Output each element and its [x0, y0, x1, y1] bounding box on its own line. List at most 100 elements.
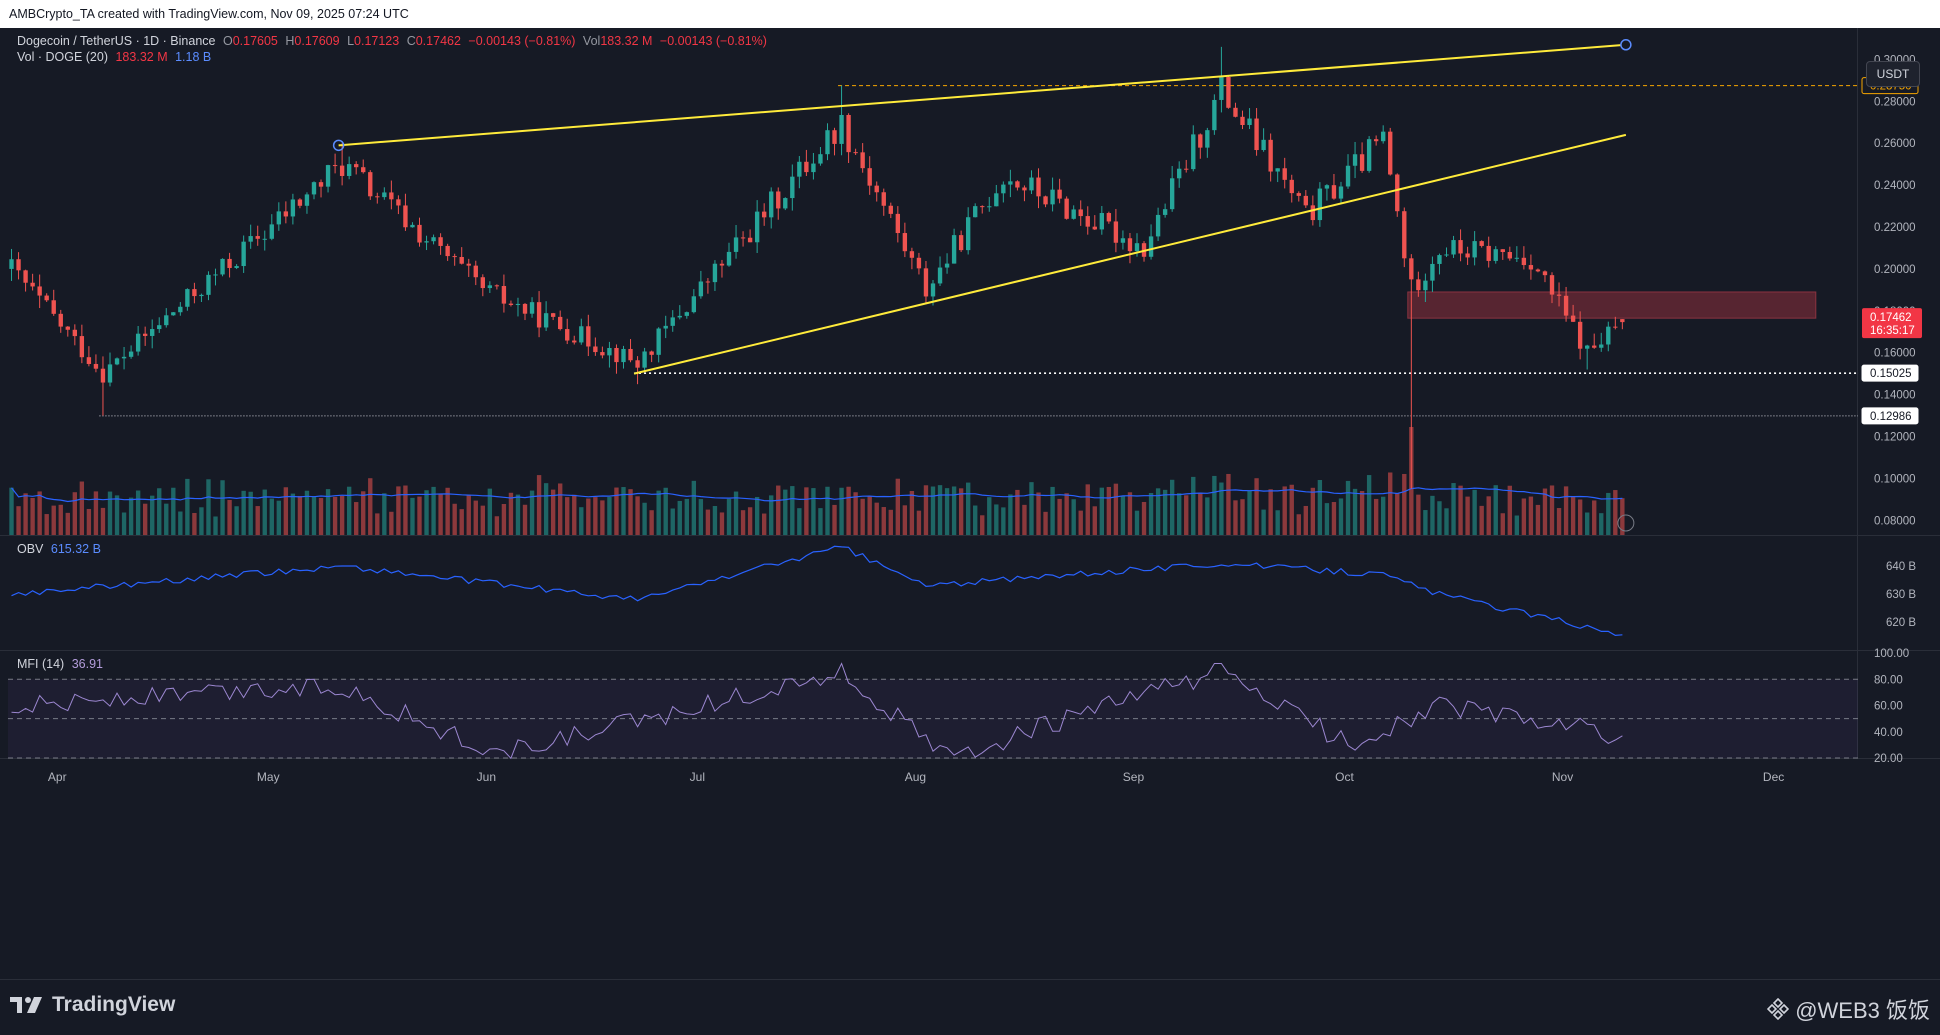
time-tick-label: Apr: [48, 770, 67, 784]
obv-tick-label: 640 B: [1886, 561, 1916, 573]
volume-bar: [973, 505, 978, 535]
candle-body: [325, 165, 331, 187]
volume-layer: [9, 427, 1625, 535]
candle-body: [1345, 165, 1351, 187]
candle-body: [719, 263, 725, 266]
candle-body: [1507, 252, 1512, 259]
volume-bar: [121, 512, 127, 535]
time-tick-label: Sep: [1123, 770, 1145, 784]
candle-body: [565, 329, 570, 341]
obv-line: [11, 545, 1623, 637]
volume-bar: [621, 487, 626, 535]
volume-bar: [16, 506, 21, 535]
volume-bar: [79, 481, 85, 535]
candle-body: [1514, 257, 1520, 259]
candle-body: [529, 302, 535, 314]
candle-body: [649, 351, 654, 355]
volume-bar: [783, 489, 788, 535]
candle-body: [438, 237, 443, 246]
candle-body: [171, 312, 176, 316]
volume-bar: [37, 491, 42, 535]
time-tick-label: Jun: [477, 770, 496, 784]
volume-bar: [515, 494, 521, 535]
volume-bar: [649, 510, 654, 535]
volume-bar: [1345, 480, 1351, 535]
volume-bar: [1592, 500, 1597, 535]
candle-body: [58, 313, 63, 327]
volume-bar: [1514, 515, 1520, 535]
volume-bar: [565, 497, 570, 535]
volume-bar: [1472, 489, 1477, 535]
volume-bar: [1570, 497, 1576, 535]
candle-body: [1521, 257, 1527, 266]
high-label: H: [285, 34, 295, 48]
candle-body: [740, 237, 746, 239]
candle-body: [853, 152, 858, 154]
volume-bar: [185, 478, 190, 535]
volume-bar: [424, 490, 429, 535]
candle-body: [811, 163, 816, 173]
countdown-label: 16:35:17: [1870, 325, 1915, 337]
price-tick-label: 0.20000: [1874, 264, 1916, 276]
candle-body: [670, 317, 675, 326]
chart-frame[interactable]: 0.300000.280000.260000.240000.220000.200…: [0, 28, 1940, 979]
candle-body: [466, 263, 471, 266]
volume-bar: [846, 486, 851, 535]
volume-bar: [586, 498, 591, 535]
candle-body: [614, 348, 619, 363]
volume-bar: [283, 487, 289, 535]
volume-bar: [712, 506, 718, 535]
volume-bar: [368, 478, 373, 535]
candle-body: [761, 211, 767, 218]
chart-canvas[interactable]: 0.300000.280000.260000.240000.220000.200…: [0, 28, 1940, 979]
volume-bar: [135, 490, 141, 535]
volume-bar: [832, 504, 837, 535]
volume-bar: [1275, 510, 1280, 535]
candle-body: [726, 251, 732, 266]
volume-bar: [1106, 486, 1112, 535]
currency-button[interactable]: USDT: [1866, 61, 1920, 87]
volume-bar: [171, 487, 176, 535]
candle-body: [1282, 168, 1287, 180]
volume-bar: [480, 505, 485, 535]
candle-body: [1155, 214, 1161, 237]
volume-bar: [522, 504, 528, 535]
volume-bar: [262, 489, 267, 535]
volume-bar: [536, 475, 542, 535]
obv-tick-label: 620 B: [1886, 617, 1916, 629]
candle-body: [1015, 181, 1020, 188]
volume-bar: [1268, 489, 1273, 535]
volume-bar: [1493, 485, 1498, 535]
volume-bar: [1303, 505, 1308, 535]
time-tick-label: Nov: [1552, 770, 1573, 784]
volume-bar: [199, 507, 204, 535]
volume-bar: [248, 491, 253, 535]
candle-body: [1577, 321, 1583, 349]
time-tick-label: May: [257, 770, 280, 784]
trendline: [338, 43, 1626, 147]
candle-body: [100, 368, 106, 383]
trendline-anchor: [332, 139, 345, 152]
volume-bar: [1535, 504, 1541, 535]
volume-bar: [1198, 492, 1203, 535]
volume-bar: [86, 508, 92, 535]
footer-bar: [0, 979, 1940, 1035]
candle-body: [818, 154, 823, 164]
candle-body: [403, 205, 408, 228]
candle-body: [1226, 77, 1231, 108]
volume-bar: [1521, 498, 1527, 535]
candle-body: [550, 313, 556, 317]
candle-body: [30, 282, 35, 287]
volume-bar: [100, 507, 106, 535]
candle-body: [318, 182, 324, 187]
volume-bar: [719, 512, 725, 535]
volume-bar: [761, 513, 767, 535]
candle-body: [536, 302, 542, 328]
candle-body: [1451, 240, 1456, 255]
candle-body: [1022, 187, 1027, 191]
volume-bar: [1556, 508, 1562, 535]
candle-body: [361, 167, 366, 173]
tradingview-logo[interactable]: TradingView: [10, 990, 175, 1020]
trendline-anchor: [1620, 39, 1632, 51]
candle-body: [1416, 279, 1421, 291]
